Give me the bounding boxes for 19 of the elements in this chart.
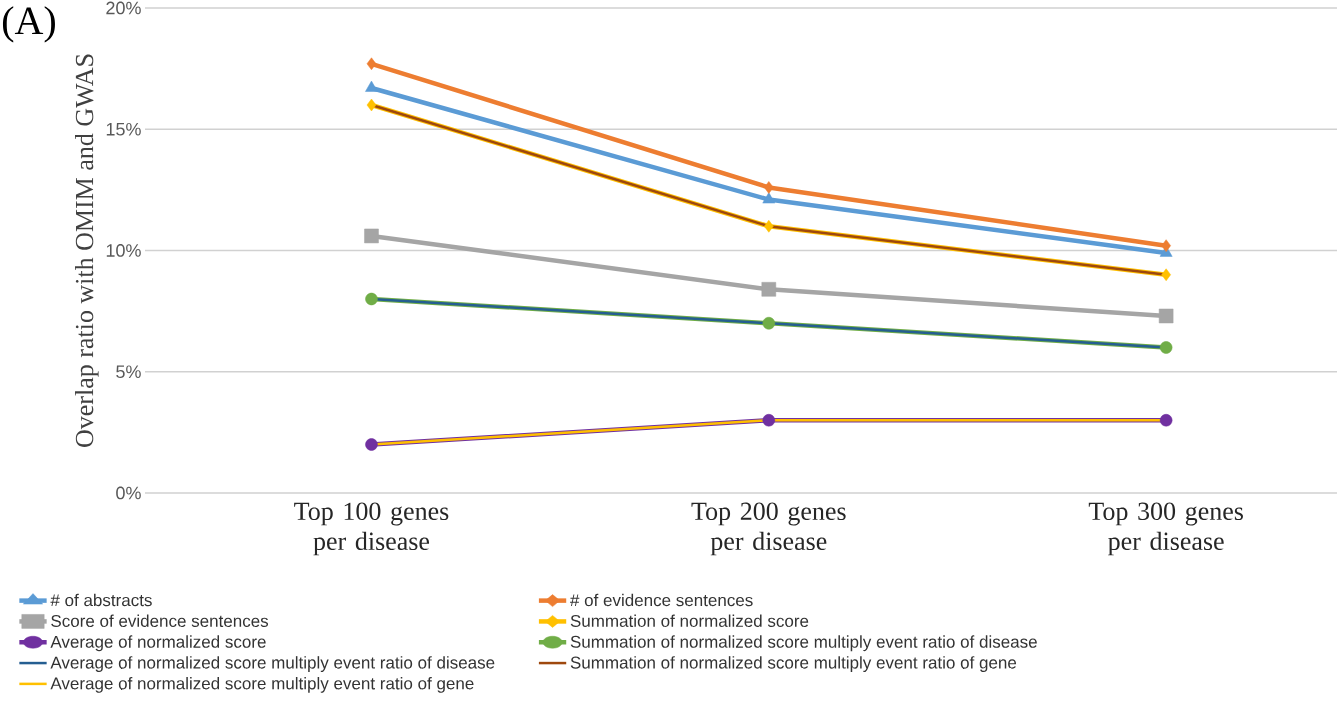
legend-label: Summation of normalized score multiply event ratio of gene xyxy=(570,656,1017,672)
legend-label: Score of evidence sentences xyxy=(51,614,269,628)
y-tick-label: 10% xyxy=(106,244,141,257)
y-tick-label: 0% xyxy=(116,486,141,500)
y-tick-label: 15% xyxy=(106,122,141,136)
text: (A) xyxy=(2,6,55,43)
x-tick-label: Top 100 genes per disease xyxy=(294,502,449,556)
legend-label: # of evidence sentences xyxy=(570,593,753,607)
legend-label: Average of normalized score xyxy=(50,635,266,652)
legend-label: Average of normalized score multiply event ratio of disease xyxy=(50,656,495,672)
legend-label: Summation of normalized score multiply event ratio of disease xyxy=(570,635,1037,652)
x-tick-label: Top 300 genes per disease xyxy=(1088,502,1243,556)
legend-label: # of abstracts xyxy=(50,593,152,607)
x-tick-label: Top 200 genes per disease xyxy=(691,502,846,556)
legend-label: Summation of normalized score xyxy=(570,614,809,628)
y-tick-label: 5% xyxy=(116,365,141,379)
y-axis-title: Overlap ratio with OMIM and GWAS xyxy=(75,54,99,447)
y-tick-label: 20% xyxy=(106,1,141,15)
legend-label: Average of normalized score multiply event ratio of gene xyxy=(50,676,474,693)
